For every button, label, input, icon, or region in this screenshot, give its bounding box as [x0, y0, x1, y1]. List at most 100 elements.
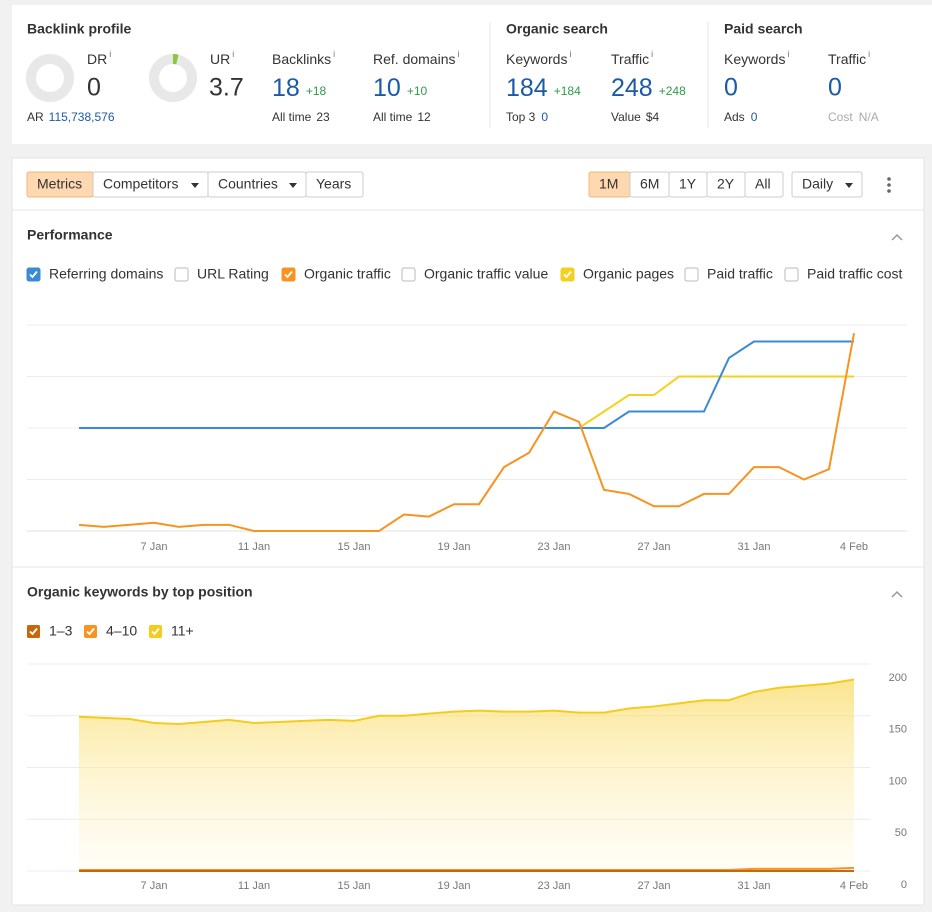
label: Ref. domains — [373, 51, 455, 67]
x-tick-label: 11 Jan — [238, 880, 270, 892]
checkbox-label[interactable]: Paid traffic cost — [807, 266, 903, 282]
value: $4 — [646, 110, 660, 124]
y-tick-label: 0 — [901, 879, 907, 891]
button-label[interactable]: Competitors — [103, 176, 178, 192]
menu-dot[interactable] — [887, 189, 891, 193]
metric-label: Traffic i — [828, 49, 870, 66]
check-mark[interactable] — [563, 270, 572, 279]
check-mark[interactable] — [29, 627, 38, 636]
menu-dot[interactable] — [887, 177, 891, 181]
button-label[interactable]: All — [755, 176, 771, 192]
legend-label[interactable]: 1–3 — [49, 623, 73, 639]
value: 115,738,576 — [49, 110, 115, 124]
value: 23 — [316, 110, 330, 124]
label: AR — [27, 110, 44, 124]
metric-value: 184 +184 — [506, 74, 581, 102]
menu-dot[interactable] — [887, 183, 891, 187]
check-mark[interactable] — [284, 270, 293, 279]
checkbox-label[interactable]: URL Rating — [197, 266, 269, 282]
checkbox-label[interactable]: Organic traffic — [304, 266, 391, 282]
value: 0 — [541, 110, 548, 124]
x-tick-label: 4 Feb — [840, 880, 868, 892]
x-tick-label: 23 Jan — [537, 541, 570, 553]
metric-label: Traffic i — [611, 49, 653, 66]
label: Traffic — [828, 51, 866, 67]
change: +248 — [659, 84, 686, 98]
metric-label: Backlinks i — [272, 49, 335, 66]
donut-arc — [149, 54, 197, 102]
metric-value: 0 — [828, 74, 842, 102]
legend-label[interactable]: 4–10 — [106, 623, 137, 639]
y-tick-label: 150 — [889, 724, 907, 736]
series-line — [79, 866, 855, 871]
label: Cost — [828, 110, 853, 124]
metric-value: 3.7 — [209, 74, 244, 102]
check-mark[interactable] — [29, 270, 38, 279]
summary-card — [12, 5, 932, 144]
metric-label: UR i — [210, 49, 234, 66]
dropdown-arrow[interactable] — [191, 183, 199, 188]
button-label[interactable]: 1Y — [679, 176, 697, 192]
check-mark[interactable] — [151, 627, 160, 636]
checkbox-label[interactable]: Paid traffic — [707, 266, 773, 282]
label: Top 3 — [506, 110, 536, 124]
x-tick-label: 11 Jan — [238, 541, 270, 553]
sub-metric: Top 3 0 — [506, 110, 548, 124]
checkbox[interactable] — [174, 267, 189, 282]
checkbox-label[interactable]: Organic pages — [583, 266, 674, 282]
checkbox[interactable] — [784, 267, 799, 282]
button[interactable] — [305, 171, 364, 198]
change: +184 — [554, 84, 581, 98]
section-title: Performance — [27, 227, 113, 243]
label: Keywords — [506, 51, 567, 67]
x-tick-label: 7 Jan — [141, 880, 168, 892]
collapse-icon[interactable] — [891, 590, 903, 598]
x-tick-label: 31 Jan — [737, 541, 770, 553]
section-title: Organic keywords by top position — [27, 584, 253, 600]
metric-label: Keywords i — [724, 49, 789, 66]
metric-label: DR i — [87, 49, 111, 66]
label: All time — [272, 110, 312, 124]
metric-value: 0 — [724, 74, 738, 102]
button-label[interactable]: Countries — [218, 176, 278, 192]
legend-label[interactable]: 11+ — [171, 623, 194, 639]
label: Value — [611, 110, 641, 124]
button-label[interactable]: Daily — [802, 176, 833, 192]
metric-value: 0 — [87, 74, 101, 102]
value: 12 — [417, 110, 431, 124]
button-label[interactable]: Metrics — [37, 176, 82, 192]
info-icon: i — [333, 49, 335, 59]
button-label[interactable]: Years — [316, 176, 351, 192]
x-tick-label: 23 Jan — [537, 880, 570, 892]
dropdown-arrow[interactable] — [289, 183, 297, 188]
collapse-icon[interactable] — [891, 233, 903, 241]
x-tick-label: 19 Jan — [437, 541, 470, 553]
button-label[interactable]: 2Y — [717, 176, 735, 192]
button[interactable] — [791, 171, 863, 198]
checkbox[interactable] — [684, 267, 699, 282]
dropdown-arrow[interactable] — [845, 183, 853, 188]
check-mark[interactable] — [86, 627, 95, 636]
y-tick-label: 100 — [889, 775, 907, 787]
section-title: Organic search — [506, 21, 608, 37]
series-line — [78, 333, 855, 532]
area-fill — [79, 679, 854, 870]
info-icon: i — [651, 49, 653, 59]
checkbox-label[interactable]: Organic traffic value — [424, 266, 548, 282]
checkbox[interactable] — [401, 267, 416, 282]
section-title: Paid search — [724, 21, 803, 37]
label: Keywords — [724, 51, 785, 67]
x-tick-label: 19 Jan — [437, 880, 470, 892]
checkbox-label[interactable]: Referring domains — [49, 266, 163, 282]
metric-label: Ref. domains i — [373, 49, 459, 66]
change: +10 — [407, 84, 428, 98]
y-tick-label: 50 — [895, 827, 907, 839]
label: Backlinks — [272, 51, 331, 67]
button-label[interactable]: 6M — [640, 176, 659, 192]
value: N/A — [859, 110, 879, 124]
button-label[interactable]: 1M — [599, 176, 618, 192]
button[interactable] — [744, 171, 784, 198]
value: 0 — [751, 110, 758, 124]
value: 18 — [272, 74, 300, 102]
